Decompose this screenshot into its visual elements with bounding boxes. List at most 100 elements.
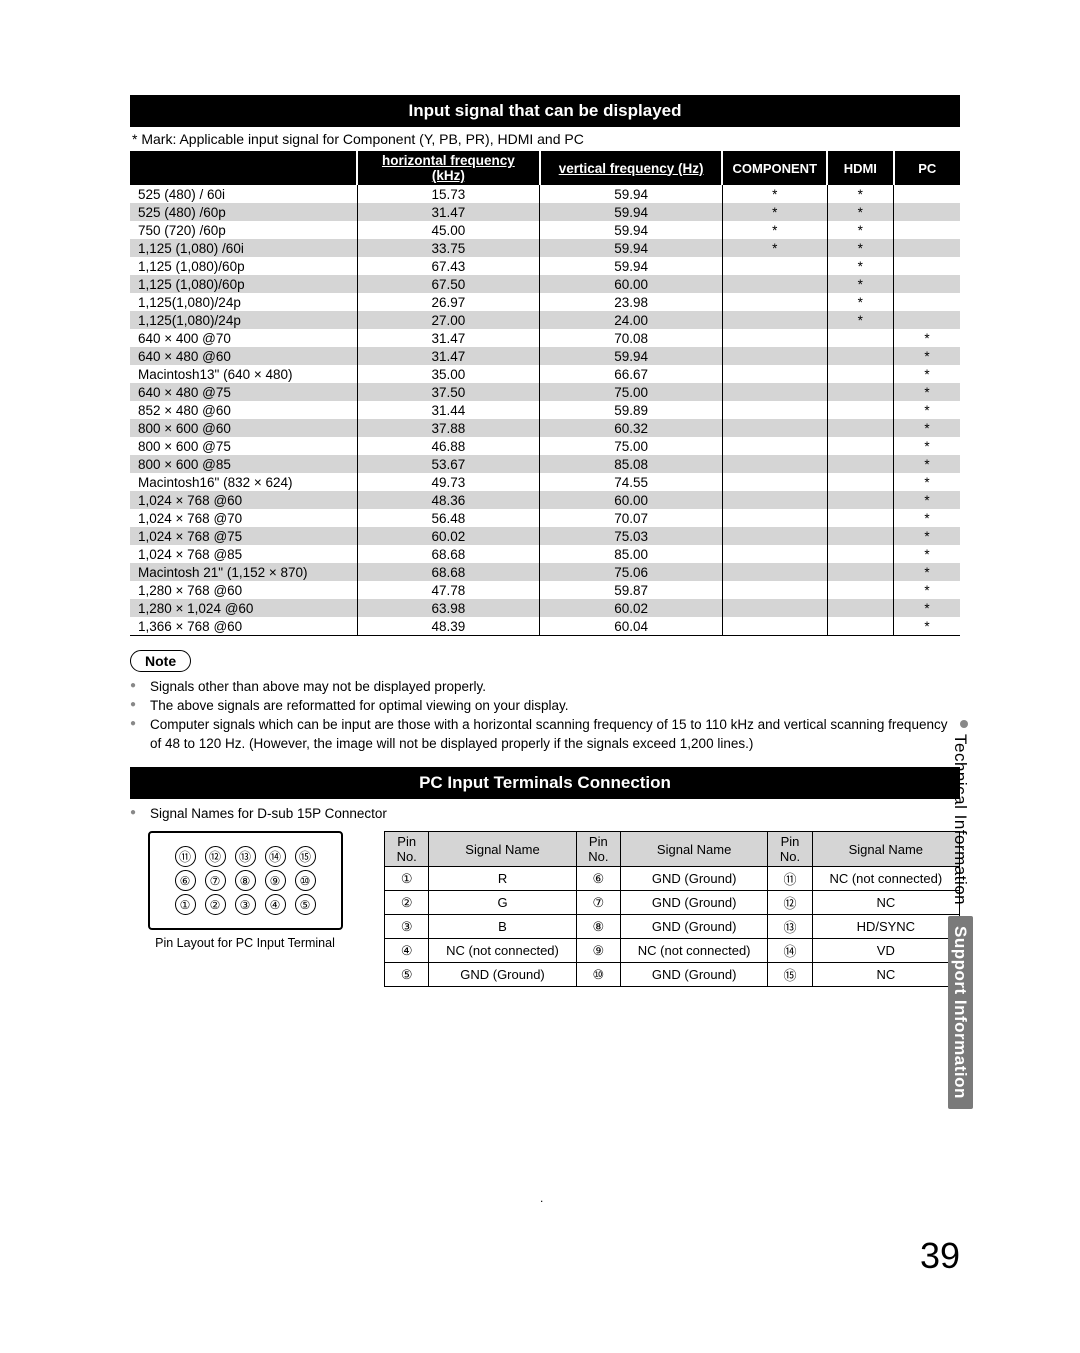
pin-number-cell: ⑩ [576, 963, 620, 987]
cell: 59.94 [540, 221, 723, 239]
cell [722, 455, 827, 473]
cell [722, 581, 827, 599]
signal-name-head: Signal Name [812, 832, 959, 867]
section-title-pc-terminals: PC Input Terminals Connection [130, 767, 960, 799]
signal-name-head: Signal Name [621, 832, 768, 867]
pc-section: ⑪⑫⑬⑭⑮⑥⑦⑧⑨⑩①②③④⑤ Pin Layout for PC Input … [130, 831, 960, 987]
bullet-icon [960, 720, 968, 728]
table-row: 750 (720) /60p45.0059.94** [130, 221, 960, 239]
table-row: Macintosh 21" (1,152 × 870)68.6875.06* [130, 563, 960, 581]
page-number: 39 [920, 1235, 960, 1277]
pin-icon: ⑫ [205, 846, 226, 867]
cell: 800 × 600 @60 [130, 419, 357, 437]
cell: 60.00 [540, 275, 723, 293]
pin-number-cell: ⑮ [768, 963, 812, 987]
side-tab: Technical Information Support Informatio… [950, 720, 970, 1109]
cell [722, 437, 827, 455]
signal-name-cell: GND (Ground) [429, 963, 576, 987]
cell: * [827, 185, 893, 203]
pin-icon: ③ [235, 894, 256, 915]
cell: 85.08 [540, 455, 723, 473]
cell: * [894, 563, 960, 581]
signal-name-cell: B [429, 915, 576, 939]
cell: 1,366 × 768 @60 [130, 617, 357, 636]
cell [827, 581, 893, 599]
cell: * [827, 203, 893, 221]
signal-name-cell: NC [812, 891, 959, 915]
table-row: 1,024 × 768 @7560.0275.03* [130, 527, 960, 545]
col-component: COMPONENT [722, 151, 827, 185]
cell [894, 239, 960, 257]
cell [722, 347, 827, 365]
cell: 53.67 [357, 455, 540, 473]
cell: * [894, 473, 960, 491]
pin-number-cell: ⑥ [576, 867, 620, 891]
cell [827, 509, 893, 527]
table-row: 640 × 480 @6031.4759.94* [130, 347, 960, 365]
pin-icon: ⑪ [175, 846, 196, 867]
cell: 1,125 (1,080)/60p [130, 275, 357, 293]
cell: 45.00 [357, 221, 540, 239]
signal-name-cell: NC [812, 963, 959, 987]
cell: 31.47 [357, 347, 540, 365]
pin-icon: ⑮ [295, 846, 316, 867]
cell [722, 401, 827, 419]
cell: * [894, 509, 960, 527]
col-vf: vertical frequency (Hz) [540, 151, 723, 185]
table-row: 640 × 480 @7537.5075.00* [130, 383, 960, 401]
cell: * [894, 365, 960, 383]
cell: * [827, 221, 893, 239]
table-row: 1,125 (1,080)/60p67.4359.94* [130, 257, 960, 275]
cell: 1,125(1,080)/24p [130, 311, 357, 329]
cell: * [894, 581, 960, 599]
cell: * [894, 491, 960, 509]
cell [827, 419, 893, 437]
note-item: Computer signals which can be input are … [144, 716, 960, 752]
cell: 1,280 × 1,024 @60 [130, 599, 357, 617]
table-row: Macintosh13" (640 × 480)35.0066.67 * [130, 365, 960, 383]
cell: 60.00 [540, 491, 723, 509]
signal-name-cell: GND (Ground) [621, 891, 768, 915]
pin-number-cell: ③ [385, 915, 429, 939]
signal-name-cell: VD [812, 939, 959, 963]
cell: 75.03 [540, 527, 723, 545]
cell: 67.43 [357, 257, 540, 275]
cell: * [894, 347, 960, 365]
cell: 640 × 480 @75 [130, 383, 357, 401]
cell: 800 × 600 @85 [130, 455, 357, 473]
cell [722, 563, 827, 581]
note-item: Signals other than above may not be disp… [144, 678, 960, 696]
cell: 37.88 [357, 419, 540, 437]
cell: 35.00 [357, 365, 540, 383]
table-row: 800 × 600 @8553.6785.08* [130, 455, 960, 473]
cell [722, 527, 827, 545]
cell [827, 617, 893, 636]
pin-icon: ⑥ [175, 870, 196, 891]
table-row: 1,125(1,080)/24p26.9723.98* [130, 293, 960, 311]
table-row: ⑤GND (Ground)⑩GND (Ground)⑮NC [385, 963, 960, 987]
cell: 70.07 [540, 509, 723, 527]
cell: * [827, 311, 893, 329]
cell: 75.00 [540, 437, 723, 455]
cell: Macintosh13" (640 × 480) [130, 365, 357, 383]
cell: Macintosh16" (832 × 624) [130, 473, 357, 491]
table-row: ③B⑧GND (Ground)⑬HD/SYNC [385, 915, 960, 939]
cell [722, 383, 827, 401]
pin-number-cell: ④ [385, 939, 429, 963]
cell: 59.94 [540, 185, 723, 203]
notes-list: Signals other than above may not be disp… [130, 678, 960, 753]
signal-name-cell: GND (Ground) [621, 867, 768, 891]
pc-intro-list: Signal Names for D-sub 15P Connector [130, 805, 960, 823]
pin-number-cell: ⑫ [768, 891, 812, 915]
cell [722, 365, 827, 383]
side-label-support: Support Information [948, 916, 973, 1109]
cell: 66.67 [540, 365, 723, 383]
cell: * [827, 239, 893, 257]
cell [894, 257, 960, 275]
cell: * [722, 185, 827, 203]
cell: 67.50 [357, 275, 540, 293]
table-row: 1,024 × 768 @6048.3660.00* [130, 491, 960, 509]
cell: 24.00 [540, 311, 723, 329]
table-row: 800 × 600 @7546.8875.00* [130, 437, 960, 455]
cell: 56.48 [357, 509, 540, 527]
